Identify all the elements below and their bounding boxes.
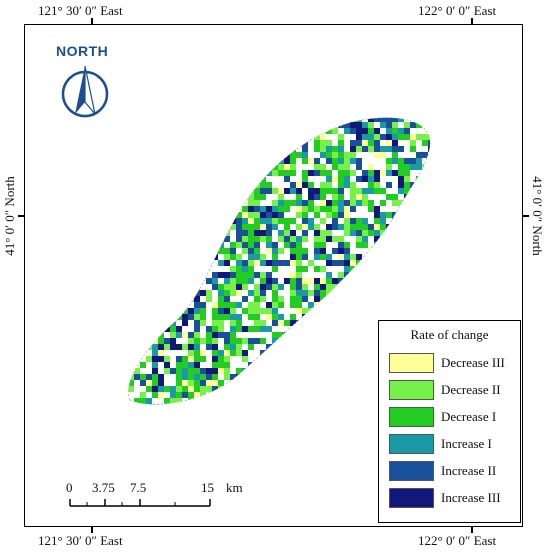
scale-label-3-75: 3.75 <box>92 480 115 495</box>
legend-item-decrease-iii: Decrease III <box>389 353 519 375</box>
scale-bar-line <box>69 499 211 507</box>
coord-left: 41° 0′ 0″ North <box>2 176 17 256</box>
legend-label: Decrease III <box>441 355 505 370</box>
tick-right <box>523 215 529 217</box>
legend-swatch <box>389 488 434 508</box>
scale-unit: km <box>226 480 243 495</box>
tick-bottom-left <box>91 527 93 533</box>
legend-item-increase-ii: Increase II <box>389 461 519 483</box>
study-area-map <box>127 117 431 405</box>
scale-label-0: 0 <box>66 480 73 495</box>
tick-left <box>18 215 24 217</box>
legend-label: Increase I <box>441 436 492 451</box>
scale-bar: 0 3.75 7.5 15 km <box>50 480 350 520</box>
legend-swatch <box>389 434 434 454</box>
tick-bottom-right <box>471 527 473 533</box>
legend-item-increase-i: Increase I <box>389 434 519 456</box>
legend: Rate of change Decrease III Decrease II … <box>378 320 521 523</box>
scale-label-15: 15 <box>201 480 214 495</box>
legend-swatch <box>389 461 434 481</box>
legend-item-decrease-ii: Decrease II <box>389 380 519 402</box>
legend-swatch <box>389 380 434 400</box>
legend-label: Decrease II <box>441 382 501 397</box>
legend-item-decrease-i: Decrease I <box>389 407 519 429</box>
legend-label: Decrease I <box>441 409 497 424</box>
tick-top-left <box>91 18 93 24</box>
scale-label-7-5: 7.5 <box>130 480 147 495</box>
north-label: NORTH <box>56 43 109 59</box>
coord-right: 41° 0′ 0″ North <box>530 176 545 256</box>
legend-title: Rate of change <box>410 327 489 342</box>
coord-bottom-left: 121° 30′ 0″ East <box>38 533 123 548</box>
coord-top-left: 121° 30′ 0″ East <box>38 3 123 18</box>
map-frame <box>24 24 523 527</box>
tick-top-right <box>471 18 473 24</box>
legend-swatch <box>389 407 434 427</box>
legend-swatch <box>389 353 434 373</box>
north-arrow-icon <box>61 65 109 118</box>
legend-label: Increase III <box>441 490 501 505</box>
legend-label: Increase II <box>441 463 497 478</box>
coord-bottom-right: 122° 0′ 0″ East <box>418 533 497 548</box>
coord-top-right: 122° 0′ 0″ East <box>418 3 497 18</box>
legend-item-increase-iii: Increase III <box>389 488 519 510</box>
